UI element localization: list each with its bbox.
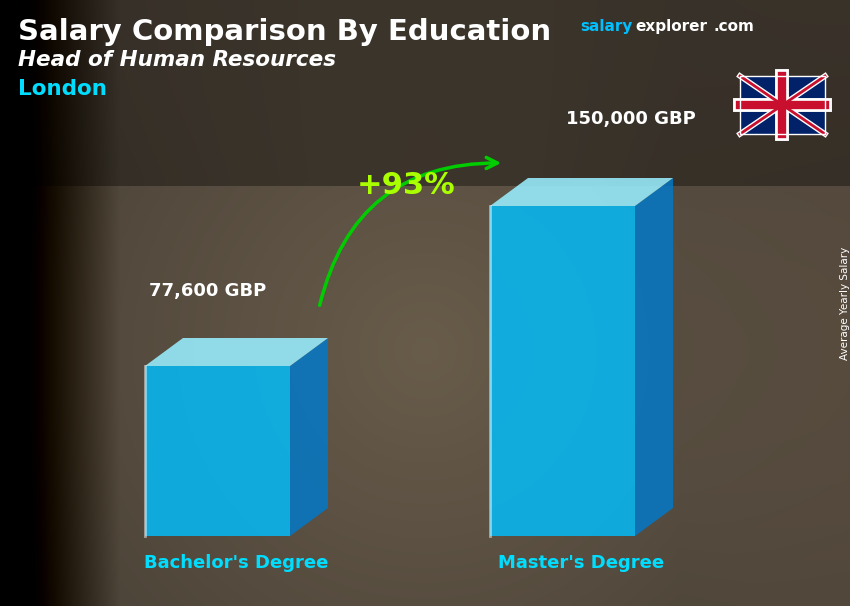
Text: Average Yearly Salary: Average Yearly Salary bbox=[840, 247, 850, 359]
Text: London: London bbox=[18, 79, 107, 99]
Text: Head of Human Resources: Head of Human Resources bbox=[18, 50, 336, 70]
Text: +93%: +93% bbox=[357, 171, 456, 200]
Polygon shape bbox=[145, 366, 290, 536]
Polygon shape bbox=[740, 76, 825, 134]
Text: Bachelor's Degree: Bachelor's Degree bbox=[144, 554, 329, 572]
Polygon shape bbox=[635, 178, 673, 536]
Polygon shape bbox=[290, 338, 328, 536]
Text: salary: salary bbox=[580, 19, 632, 34]
Polygon shape bbox=[0, 0, 850, 186]
Text: .com: .com bbox=[714, 19, 755, 34]
Polygon shape bbox=[490, 178, 673, 206]
Text: 150,000 GBP: 150,000 GBP bbox=[565, 110, 695, 128]
Polygon shape bbox=[145, 338, 328, 366]
Text: Salary Comparison By Education: Salary Comparison By Education bbox=[18, 18, 551, 46]
Text: explorer: explorer bbox=[635, 19, 707, 34]
Text: Master's Degree: Master's Degree bbox=[498, 554, 665, 572]
Polygon shape bbox=[490, 206, 635, 536]
Text: 77,600 GBP: 77,600 GBP bbox=[149, 282, 266, 300]
